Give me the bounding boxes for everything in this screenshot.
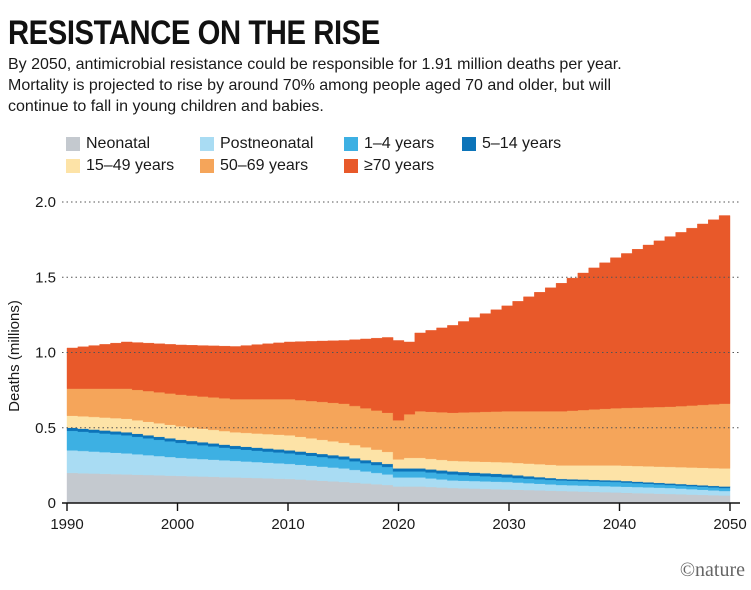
legend-swatch <box>462 137 476 151</box>
x-tick-label: 2050 <box>713 516 746 533</box>
legend-item-postneonatal: Postneonatal <box>200 134 313 154</box>
legend-item-70-plus-years: ≥70 years <box>344 156 434 176</box>
y-tick-label: 1.5 <box>35 269 56 286</box>
y-tick-label: 2.0 <box>35 194 56 211</box>
legend-item-1-4-years: 1–4 years <box>344 134 434 154</box>
x-tick-label: 2040 <box>603 516 636 533</box>
legend-swatch <box>66 137 80 151</box>
legend-label: 1–4 years <box>364 135 435 152</box>
x-tick-label: 2000 <box>161 516 194 533</box>
gridlines <box>62 201 740 429</box>
chart-subtitle: By 2050, antimicrobial resistance could … <box>8 54 748 117</box>
legend-item-50-69-years: 50–69 years <box>200 156 308 176</box>
x-axis: 1990 2000 2010 2020 2030 2040 2050 <box>50 502 747 533</box>
x-tick-label: 1990 <box>50 516 83 533</box>
y-axis: 0 0.5 1.0 1.5 2.0 <box>35 194 56 512</box>
x-tick-label: 2010 <box>271 516 304 533</box>
legend-label: 50–69 years <box>220 157 309 174</box>
y-tick-label: 0 <box>48 495 56 512</box>
legend-item-15-49-years: 15–49 years <box>66 156 174 176</box>
y-axis-title: Deaths (millions) <box>6 300 23 412</box>
legend-swatch <box>200 137 214 151</box>
legend-swatch <box>200 159 214 173</box>
legend-label: Neonatal <box>86 135 151 152</box>
area-layers <box>66 215 731 504</box>
legend-label: Postneonatal <box>220 135 314 152</box>
x-tick-label: 2020 <box>382 516 415 533</box>
y-tick-label: 1.0 <box>35 345 56 362</box>
area-70-years <box>66 215 731 421</box>
chart-title: RESISTANCE ON THE RISE <box>8 14 380 52</box>
legend-label: ≥70 years <box>364 157 435 174</box>
legend-swatch <box>344 137 358 151</box>
y-tick-label: 0.5 <box>35 420 56 437</box>
subtitle-line: continue to fall in young children and b… <box>8 98 324 115</box>
legend-swatch <box>66 159 80 173</box>
x-tick-label: 2030 <box>492 516 525 533</box>
legend-swatch <box>344 159 358 173</box>
subtitle-line: By 2050, antimicrobial resistance could … <box>8 56 622 73</box>
legend-item-5-14-years: 5–14 years <box>462 134 561 154</box>
legend-label: 5–14 years <box>482 135 562 152</box>
subtitle-line: Mortality is projected to rise by around… <box>8 77 612 94</box>
legend-item-neonatal: Neonatal <box>66 134 150 154</box>
nature-credit: ©nature <box>679 559 745 581</box>
legend-label: 15–49 years <box>86 157 175 174</box>
